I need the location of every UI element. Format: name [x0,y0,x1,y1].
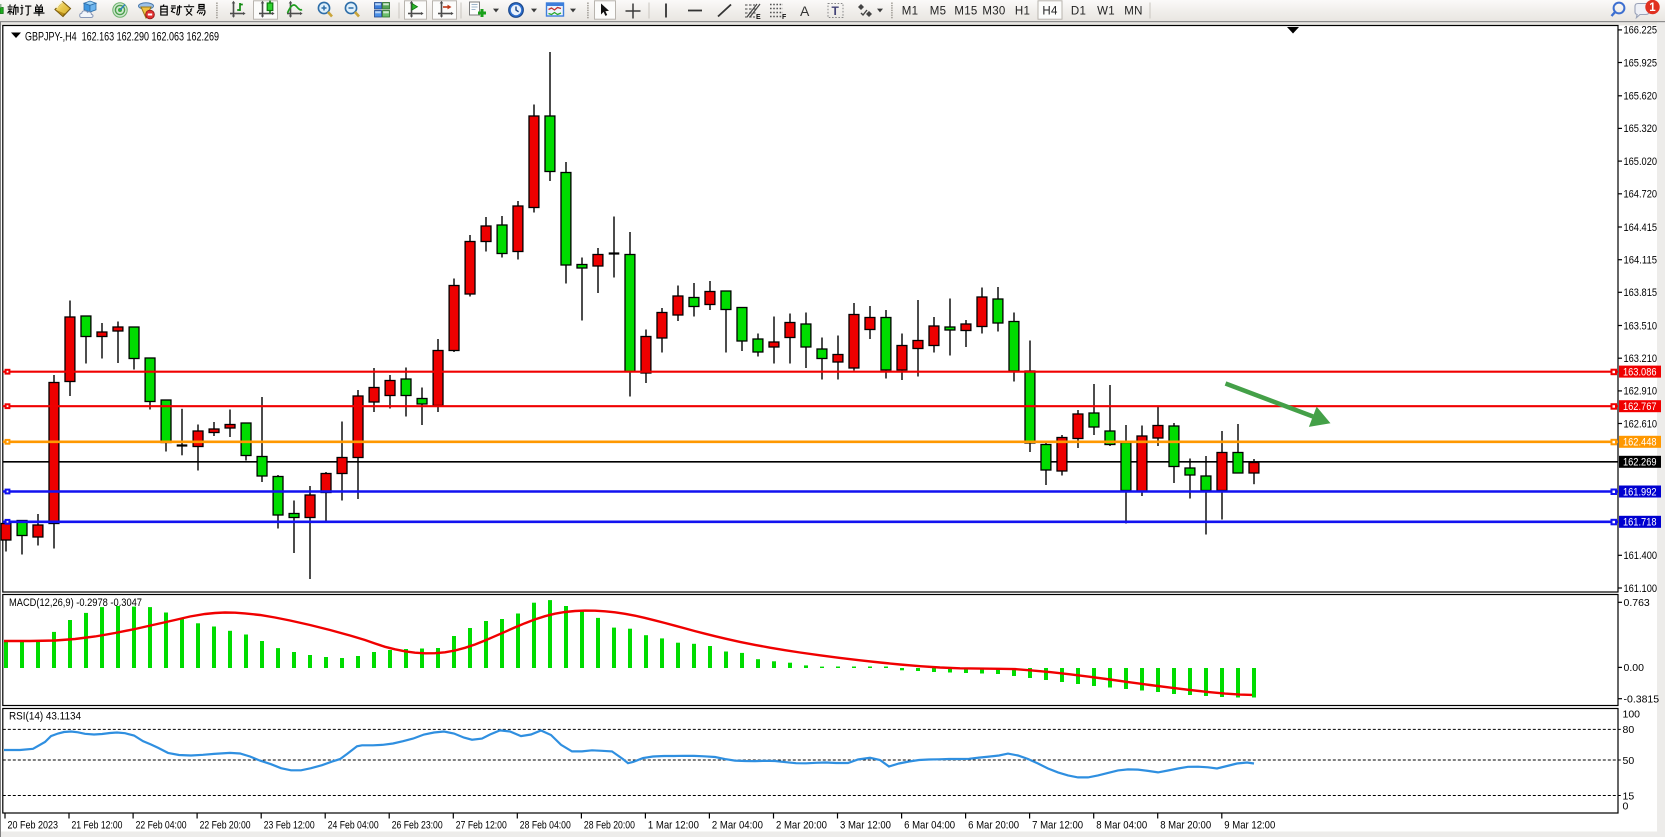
svg-text:3 Mar 12:00: 3 Mar 12:00 [840,820,891,832]
svg-text:9 Mar 12:00: 9 Mar 12:00 [1224,820,1275,832]
svg-text:100: 100 [1623,708,1641,720]
svg-text:7 Mar 12:00: 7 Mar 12:00 [1032,820,1083,832]
svg-text:27 Feb 12:00: 27 Feb 12:00 [456,820,507,832]
svg-text:80: 80 [1623,724,1635,736]
svg-text:1: 1 [1649,2,1656,14]
svg-text:H4: H4 [1042,6,1058,18]
svg-text:163.815: 163.815 [1624,287,1658,299]
svg-text:H1: H1 [1015,6,1030,18]
svg-text:162.910: 162.910 [1624,386,1658,398]
svg-text:M30: M30 [982,6,1005,18]
svg-text:23 Feb 12:00: 23 Feb 12:00 [264,820,315,832]
svg-text:22 Feb 20:00: 22 Feb 20:00 [200,820,251,832]
svg-text:166.225: 166.225 [1624,25,1658,37]
svg-text:161.718: 161.718 [1623,517,1657,529]
svg-text:-0.3815: -0.3815 [1624,694,1660,706]
svg-text:6 Mar 04:00: 6 Mar 04:00 [904,820,955,832]
svg-text:163.086: 163.086 [1623,366,1657,378]
svg-text:GBPJPY-,H4 162.163 162.290 16: GBPJPY-,H4 162.163 162.290 162.063 162.2… [25,30,219,44]
svg-text:161.992: 161.992 [1623,486,1657,498]
svg-text:2 Mar 04:00: 2 Mar 04:00 [712,820,763,832]
svg-text:28 Feb 04:00: 28 Feb 04:00 [520,820,571,832]
svg-text:8 Mar 04:00: 8 Mar 04:00 [1096,820,1147,832]
svg-text:M15: M15 [954,6,977,18]
svg-text:20 Feb 2023: 20 Feb 2023 [8,820,59,832]
svg-text:D1: D1 [1071,6,1086,18]
svg-text:24 Feb 04:00: 24 Feb 04:00 [328,820,379,832]
svg-text:M5: M5 [930,6,947,18]
svg-text:162.448: 162.448 [1623,437,1657,449]
svg-text:162.610: 162.610 [1624,418,1658,430]
svg-text:W1: W1 [1097,6,1115,18]
svg-text:162.269: 162.269 [1623,457,1657,469]
svg-text:M1: M1 [902,6,919,18]
svg-text:163.510: 163.510 [1624,320,1658,332]
svg-text:165.320: 165.320 [1624,123,1658,135]
svg-text:1 Mar 12:00: 1 Mar 12:00 [648,820,699,832]
svg-text:RSI(14) 43.1134: RSI(14) 43.1134 [9,711,81,723]
svg-text:161.100: 161.100 [1624,583,1658,595]
svg-text:E: E [756,14,761,21]
svg-text:T: T [832,4,840,18]
svg-text:F: F [782,14,787,21]
svg-text:163.210: 163.210 [1624,353,1658,365]
svg-text:A: A [800,3,810,19]
svg-text:28 Feb 20:00: 28 Feb 20:00 [584,820,635,832]
svg-text:50: 50 [1623,755,1635,767]
svg-text:165.925: 165.925 [1624,57,1658,69]
svg-text:26 Feb 23:00: 26 Feb 23:00 [392,820,443,832]
svg-text:MACD(12,26,9) -0.2978 -0.3047: MACD(12,26,9) -0.2978 -0.3047 [9,597,142,609]
svg-text:15: 15 [1623,790,1635,802]
svg-text:162.767: 162.767 [1623,401,1657,413]
svg-text:6 Mar 20:00: 6 Mar 20:00 [968,820,1019,832]
svg-text:164.415: 164.415 [1624,222,1658,234]
svg-text:8 Mar 20:00: 8 Mar 20:00 [1160,820,1211,832]
svg-text:22 Feb 04:00: 22 Feb 04:00 [136,820,187,832]
svg-text:165.620: 165.620 [1624,91,1658,103]
svg-text:MN: MN [1124,6,1143,18]
svg-text:164.115: 164.115 [1624,255,1658,267]
svg-text:0: 0 [1623,800,1629,812]
svg-text:164.720: 164.720 [1624,189,1658,201]
svg-text:161.400: 161.400 [1624,550,1658,562]
svg-text:21 Feb 12:00: 21 Feb 12:00 [72,820,123,832]
svg-text:0.00: 0.00 [1624,662,1645,674]
svg-text:165.020: 165.020 [1624,156,1658,168]
svg-text:2 Mar 20:00: 2 Mar 20:00 [776,820,827,832]
svg-text:0.763: 0.763 [1624,597,1650,609]
